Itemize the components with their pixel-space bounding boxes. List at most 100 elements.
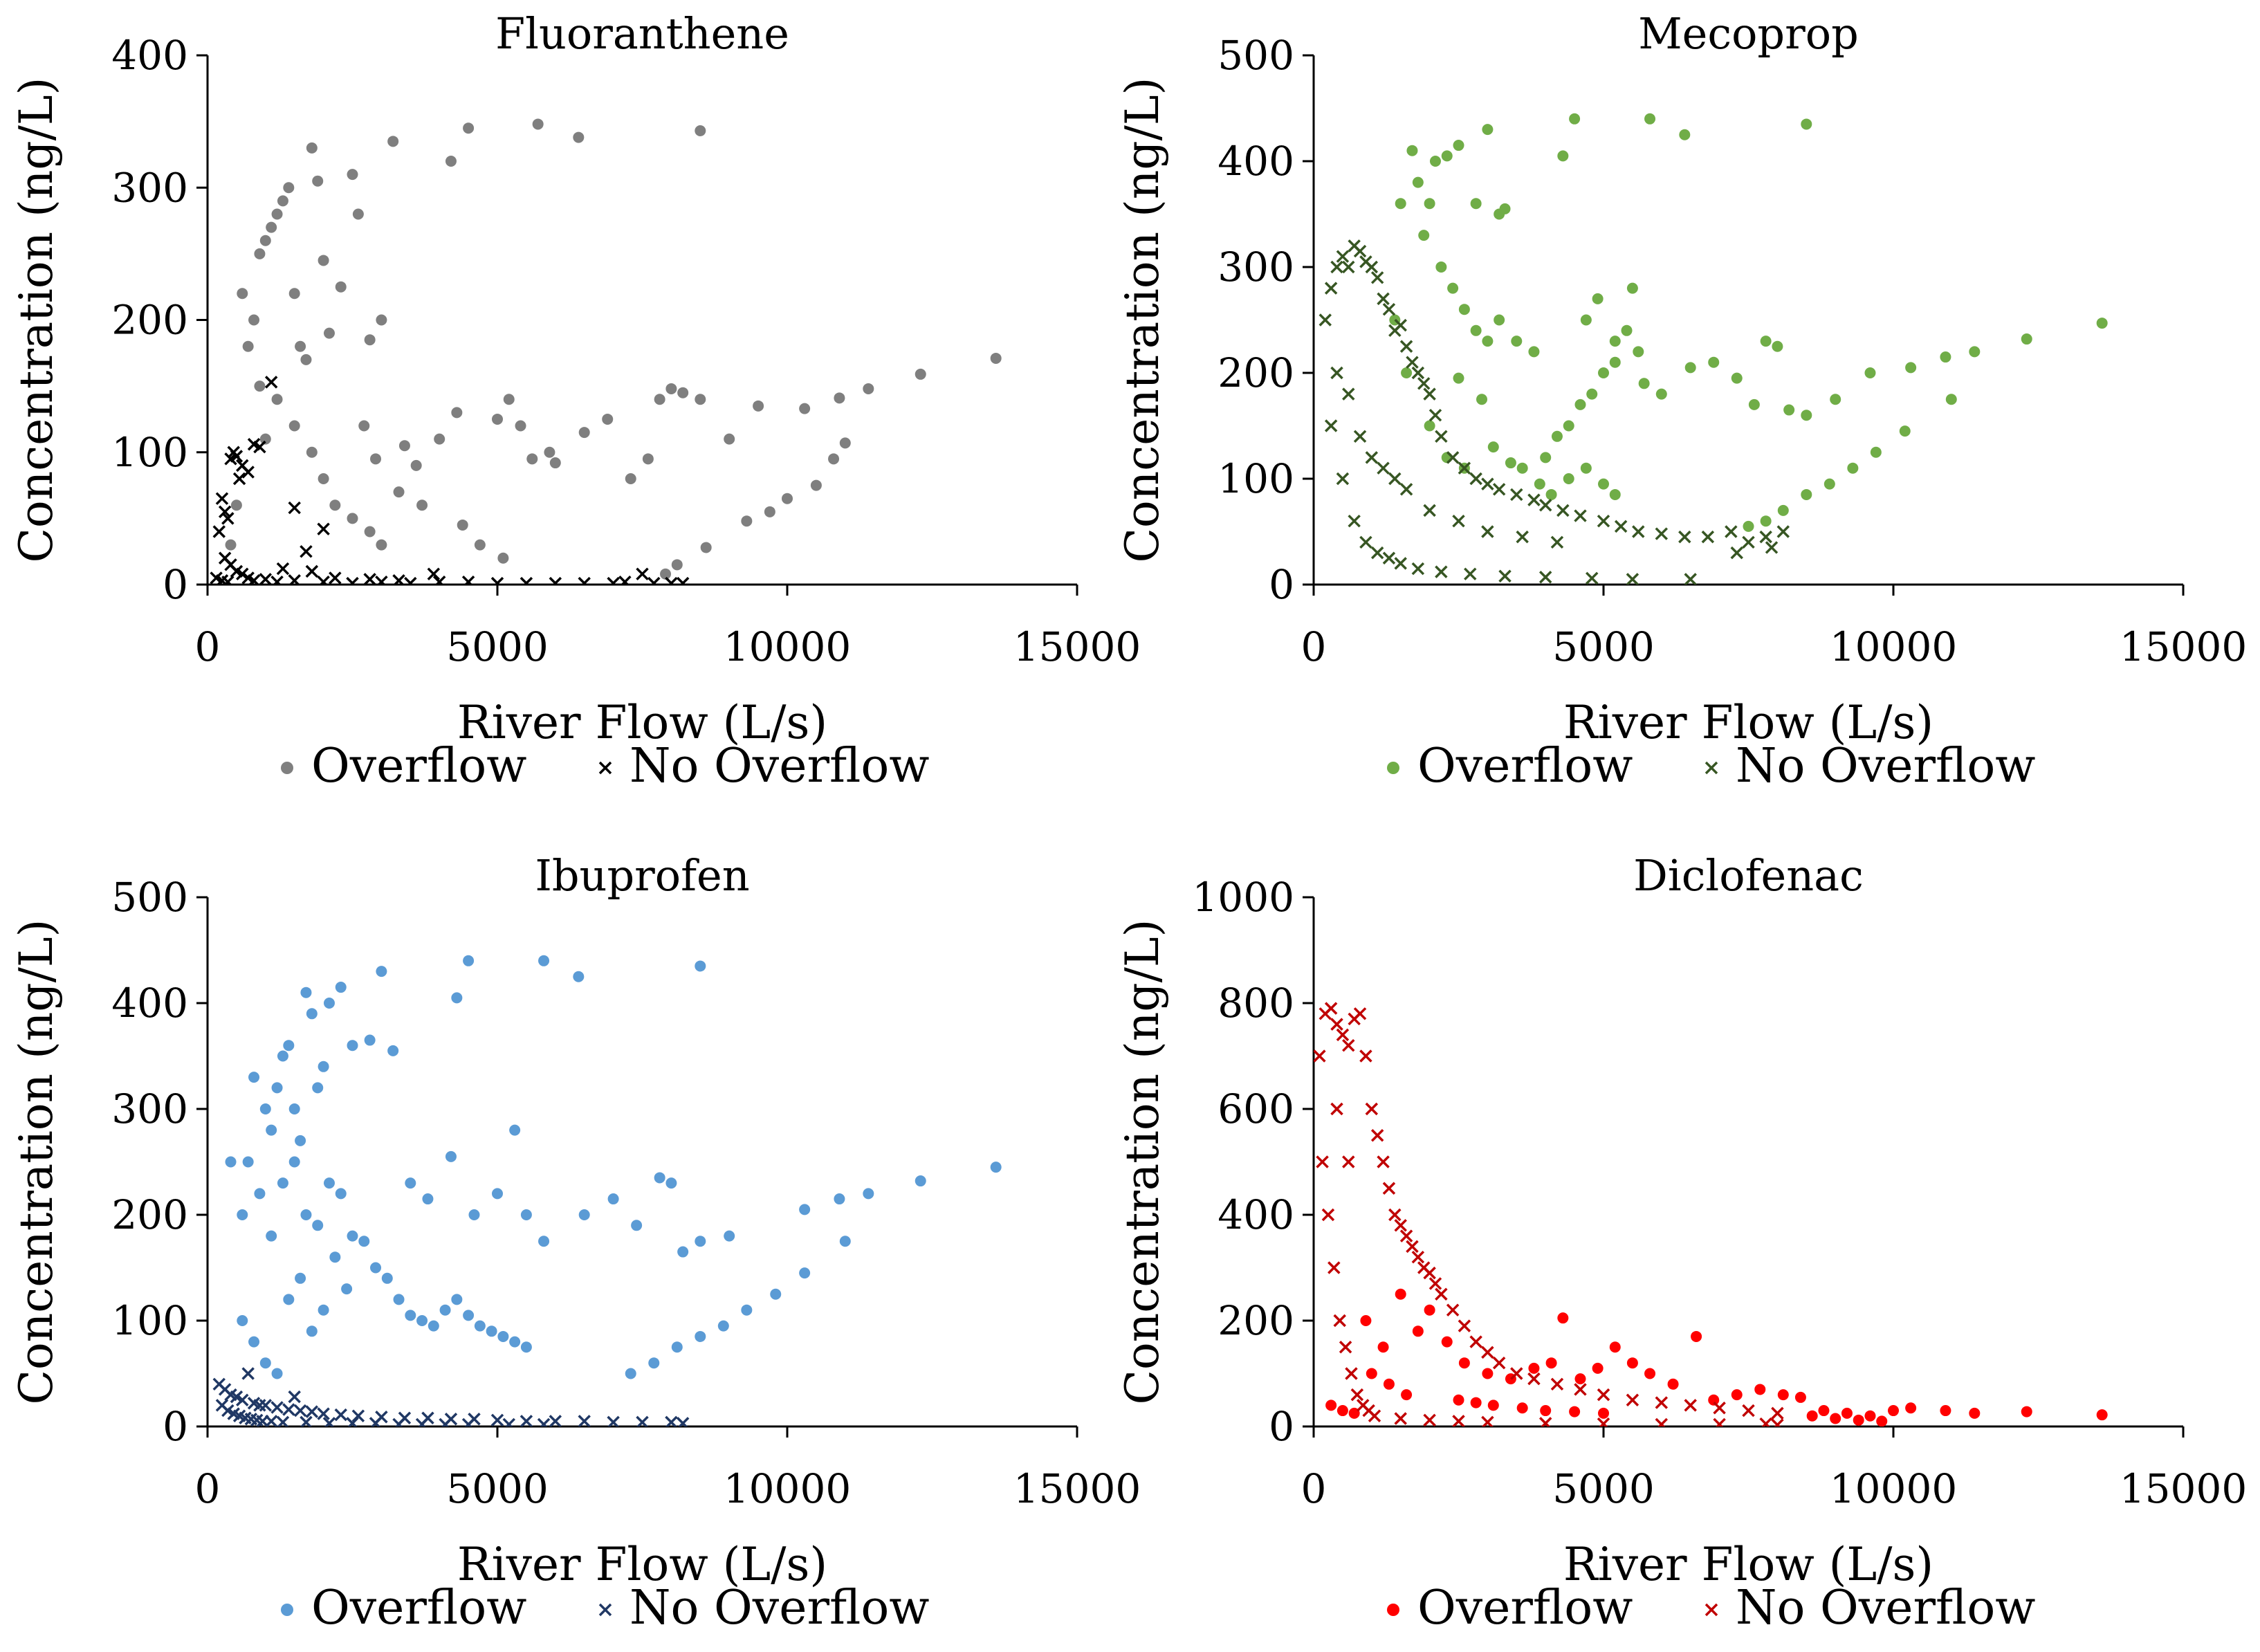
data-point bbox=[1481, 1415, 1494, 1426]
data-point bbox=[741, 1304, 753, 1316]
data-point bbox=[1333, 1314, 1346, 1328]
data-point bbox=[509, 1124, 521, 1136]
data-point bbox=[1765, 541, 1779, 554]
data-point bbox=[215, 492, 229, 505]
data-point bbox=[1417, 377, 1431, 390]
data-point bbox=[1586, 571, 1599, 585]
data-point bbox=[828, 453, 840, 465]
data-point bbox=[259, 433, 271, 445]
data-point bbox=[1731, 1389, 1743, 1401]
data-point bbox=[1580, 314, 1592, 326]
data-point bbox=[1429, 156, 1441, 167]
data-point bbox=[1458, 1319, 1471, 1332]
data-point bbox=[432, 575, 446, 585]
data-point bbox=[549, 576, 562, 585]
data-point bbox=[318, 255, 329, 266]
data-point bbox=[1353, 244, 1367, 258]
data-point bbox=[573, 971, 585, 982]
series-no-overflow bbox=[1314, 1002, 1784, 1426]
data-point bbox=[1325, 1399, 1337, 1411]
data-point bbox=[990, 1162, 1002, 1173]
data-point bbox=[1435, 1287, 1448, 1301]
data-point bbox=[1453, 1394, 1464, 1406]
data-point bbox=[1481, 477, 1494, 490]
data-point bbox=[474, 1320, 486, 1332]
data-point bbox=[1359, 1049, 1372, 1063]
data-point bbox=[1638, 378, 1650, 389]
data-point bbox=[1563, 473, 1574, 484]
data-point bbox=[1382, 302, 1396, 316]
x-tick-label: 15000 bbox=[1013, 623, 1141, 670]
data-point bbox=[1399, 1229, 1413, 1242]
data-point bbox=[2096, 318, 2108, 329]
x-axis-label: River Flow (L/s) bbox=[457, 696, 827, 749]
data-point bbox=[422, 1193, 434, 1205]
data-point bbox=[1701, 530, 1715, 544]
x-tick-label: 5000 bbox=[446, 623, 549, 670]
data-point bbox=[1394, 318, 1407, 332]
data-point bbox=[741, 515, 753, 527]
data-point bbox=[1370, 546, 1384, 560]
data-point bbox=[1316, 1155, 1329, 1168]
data-point bbox=[695, 1330, 706, 1342]
data-point bbox=[1853, 1414, 1864, 1426]
data-point bbox=[392, 574, 405, 585]
data-point bbox=[212, 525, 226, 538]
data-point bbox=[1679, 129, 1691, 140]
data-point bbox=[799, 403, 811, 414]
data-point bbox=[270, 1401, 284, 1414]
data-point bbox=[1830, 1413, 1841, 1424]
data-point bbox=[1592, 1362, 1604, 1374]
data-points bbox=[1319, 113, 2108, 585]
data-point bbox=[799, 1267, 811, 1279]
data-point bbox=[1411, 562, 1425, 576]
data-point bbox=[300, 1415, 313, 1426]
y-tick-label: 200 bbox=[111, 297, 188, 344]
data-point bbox=[288, 1103, 300, 1114]
legend-label-no-overflow: No Overflow bbox=[1736, 739, 2035, 793]
data-point bbox=[318, 1304, 329, 1316]
data-point bbox=[266, 1124, 277, 1136]
data-point bbox=[335, 1188, 347, 1200]
data-point bbox=[254, 248, 266, 259]
data-point bbox=[1388, 472, 1402, 486]
data-point bbox=[376, 539, 387, 551]
data-point bbox=[1342, 260, 1355, 274]
data-point bbox=[1336, 250, 1350, 263]
data-point bbox=[1428, 408, 1442, 422]
data-point bbox=[1321, 1208, 1335, 1222]
data-point bbox=[363, 573, 376, 585]
data-point bbox=[1580, 462, 1592, 474]
data-point bbox=[317, 575, 330, 585]
data-point bbox=[248, 314, 260, 326]
data-point bbox=[300, 1209, 312, 1220]
data-point bbox=[1339, 1341, 1352, 1354]
data-point bbox=[305, 565, 319, 578]
data-point bbox=[1350, 1388, 1364, 1402]
data-point bbox=[341, 1283, 353, 1295]
y-tick-label: 400 bbox=[111, 980, 188, 1027]
data-point bbox=[347, 513, 358, 524]
data-point bbox=[1759, 530, 1772, 544]
data-point bbox=[618, 575, 632, 585]
data-point bbox=[1550, 1377, 1564, 1391]
data-point bbox=[676, 1417, 690, 1426]
data-point bbox=[376, 966, 387, 978]
data-point bbox=[520, 576, 533, 585]
data-point bbox=[1794, 1391, 1806, 1403]
chart-title: Ibuprofen bbox=[535, 850, 749, 901]
data-point bbox=[642, 453, 654, 465]
data-point bbox=[1806, 1410, 1818, 1422]
data-point bbox=[288, 288, 300, 300]
data-point bbox=[1510, 1367, 1523, 1380]
data-point bbox=[544, 446, 555, 458]
data-point bbox=[1708, 1394, 1720, 1406]
data-point bbox=[1453, 372, 1464, 384]
data-point bbox=[317, 1407, 330, 1420]
data-point bbox=[457, 519, 468, 531]
data-point bbox=[236, 567, 249, 580]
data-point bbox=[1441, 452, 1453, 464]
data-point bbox=[1470, 324, 1482, 336]
data-point bbox=[335, 281, 347, 293]
